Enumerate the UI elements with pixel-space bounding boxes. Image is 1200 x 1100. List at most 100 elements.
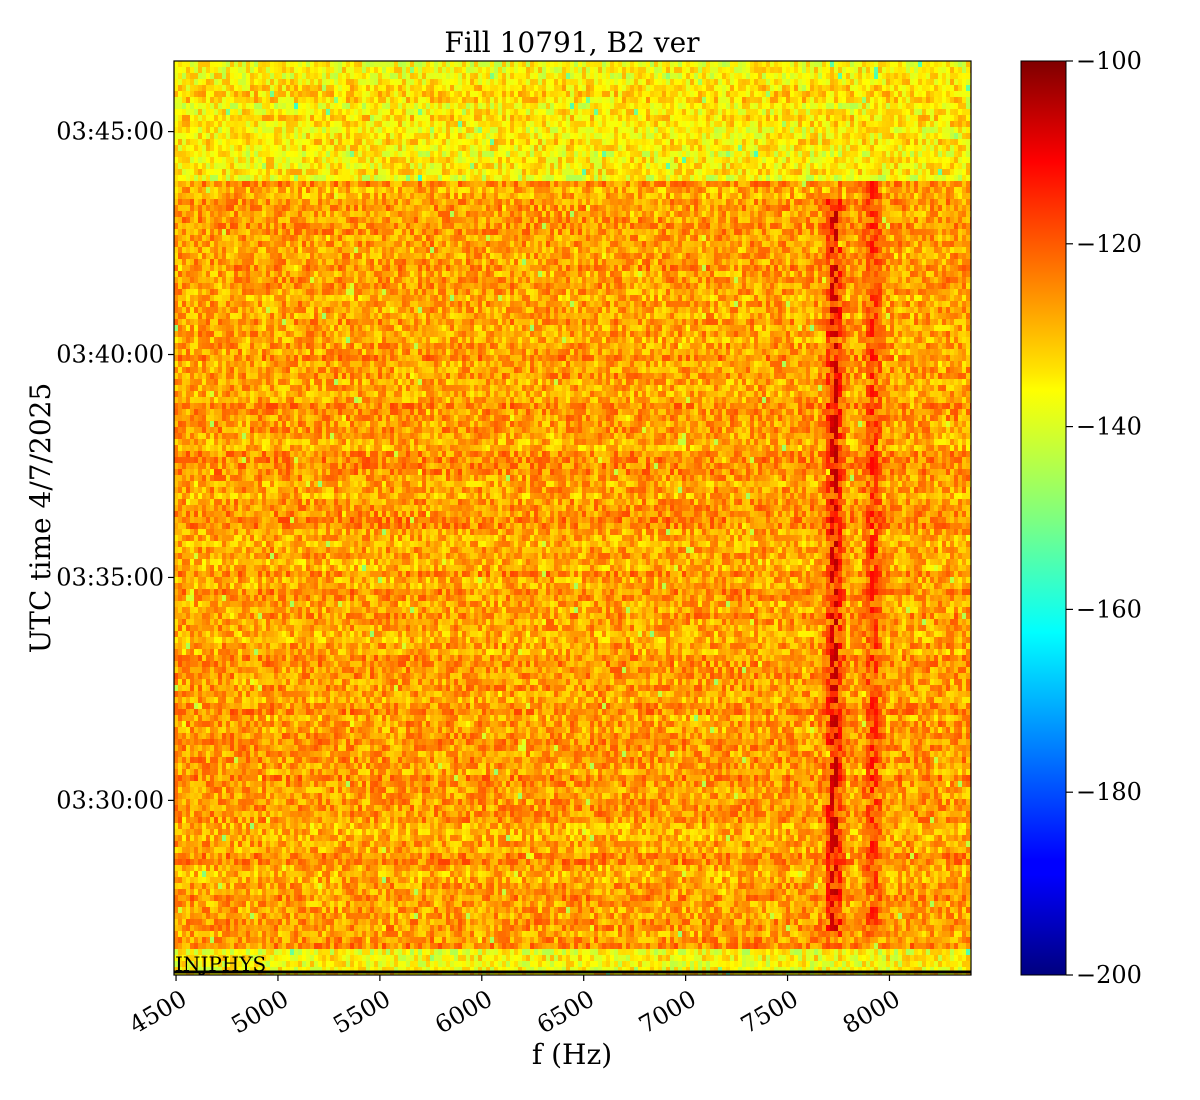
heatmap-cell bbox=[246, 73, 250, 79]
heatmap-cell bbox=[602, 205, 606, 211]
heatmap-cell bbox=[298, 127, 302, 133]
heatmap-cell bbox=[906, 187, 910, 193]
heatmap-cell bbox=[810, 175, 814, 181]
heatmap-cell bbox=[626, 187, 630, 193]
heatmap-cell bbox=[698, 199, 702, 205]
heatmap-cell bbox=[206, 103, 210, 109]
heatmap-cell bbox=[934, 67, 938, 73]
heatmap-cell bbox=[682, 175, 686, 181]
heatmap-cell bbox=[386, 175, 390, 181]
heatmap-cell bbox=[378, 133, 382, 139]
heatmap-cell bbox=[382, 109, 386, 115]
heatmap-cell bbox=[522, 151, 526, 157]
heatmap-cell bbox=[526, 139, 530, 145]
heatmap-cell bbox=[666, 67, 670, 73]
heatmap-cell bbox=[826, 187, 830, 193]
heatmap-cell bbox=[182, 175, 186, 181]
heatmap-cell bbox=[266, 91, 270, 97]
heatmap-cell bbox=[190, 199, 194, 205]
heatmap-cell bbox=[534, 133, 538, 139]
heatmap-cell bbox=[790, 67, 794, 73]
heatmap-cell bbox=[818, 175, 822, 181]
heatmap-cell bbox=[746, 79, 750, 85]
heatmap-cell bbox=[274, 67, 278, 73]
heatmap-cell bbox=[330, 121, 334, 127]
heatmap-cell bbox=[470, 163, 474, 169]
heatmap-cell bbox=[658, 85, 662, 91]
heatmap-cell bbox=[482, 169, 486, 175]
heatmap-cell bbox=[830, 97, 834, 103]
heatmap-cell bbox=[742, 79, 746, 85]
heatmap-cell bbox=[910, 103, 914, 109]
heatmap-cell bbox=[214, 145, 218, 151]
heatmap-cell bbox=[418, 145, 422, 151]
heatmap-cell bbox=[858, 115, 862, 121]
heatmap-cell bbox=[178, 85, 182, 91]
heatmap-cell bbox=[262, 139, 266, 145]
heatmap-cell bbox=[606, 133, 610, 139]
heatmap-cell bbox=[358, 169, 362, 175]
heatmap-cell bbox=[746, 85, 750, 91]
heatmap-cell bbox=[738, 67, 742, 73]
heatmap-cell bbox=[754, 181, 758, 187]
heatmap-cell bbox=[886, 187, 890, 193]
heatmap-cell bbox=[374, 127, 378, 133]
heatmap-cell bbox=[802, 109, 806, 115]
heatmap-cell bbox=[678, 115, 682, 121]
heatmap-cell bbox=[614, 115, 618, 121]
heatmap-cell bbox=[746, 115, 750, 121]
heatmap-cell bbox=[902, 97, 906, 103]
heatmap-cell bbox=[634, 109, 638, 115]
heatmap-cell bbox=[514, 157, 518, 163]
heatmap-cell bbox=[806, 115, 810, 121]
heatmap-cell bbox=[570, 85, 574, 91]
heatmap-cell bbox=[770, 199, 774, 205]
heatmap-cell bbox=[442, 139, 446, 145]
heatmap-cell bbox=[490, 151, 494, 157]
heatmap-cell bbox=[882, 85, 886, 91]
heatmap-cell bbox=[934, 199, 938, 205]
heatmap-cell bbox=[242, 133, 246, 139]
heatmap-cell bbox=[722, 91, 726, 97]
heatmap-cell bbox=[702, 139, 706, 145]
heatmap-cell bbox=[366, 169, 370, 175]
heatmap-cell bbox=[938, 193, 942, 199]
heatmap-cell bbox=[546, 79, 550, 85]
heatmap-cell bbox=[450, 79, 454, 85]
heatmap-cell bbox=[386, 181, 390, 187]
heatmap-cell bbox=[250, 127, 254, 133]
heatmap-cell bbox=[706, 103, 710, 109]
heatmap-cell bbox=[838, 91, 842, 97]
heatmap-cell bbox=[666, 61, 670, 67]
heatmap-cell bbox=[266, 133, 270, 139]
heatmap-cell bbox=[910, 193, 914, 199]
heatmap-cell bbox=[422, 205, 426, 211]
heatmap-cell bbox=[830, 193, 834, 199]
heatmap-cell bbox=[566, 61, 570, 67]
heatmap-cell bbox=[718, 73, 722, 79]
heatmap-cell bbox=[350, 169, 354, 175]
heatmap-cell bbox=[878, 121, 882, 127]
heatmap-cell bbox=[714, 169, 718, 175]
heatmap-cell bbox=[182, 91, 186, 97]
heatmap-cell bbox=[338, 61, 342, 67]
heatmap-cell bbox=[862, 61, 866, 67]
heatmap-cell bbox=[538, 205, 542, 211]
heatmap-cell bbox=[202, 67, 206, 73]
heatmap-cell bbox=[658, 91, 662, 97]
heatmap-cell bbox=[510, 67, 514, 73]
heatmap-cell bbox=[654, 145, 658, 151]
heatmap-cell bbox=[758, 91, 762, 97]
heatmap-cell bbox=[734, 79, 738, 85]
heatmap-cell bbox=[646, 145, 650, 151]
heatmap-cell bbox=[310, 157, 314, 163]
heatmap-cell bbox=[462, 115, 466, 121]
heatmap-cell bbox=[202, 157, 206, 163]
heatmap-cell bbox=[462, 157, 466, 163]
heatmap-cell bbox=[534, 193, 538, 199]
heatmap-cell bbox=[434, 151, 438, 157]
heatmap-cell bbox=[790, 97, 794, 103]
heatmap-cell bbox=[402, 205, 406, 211]
heatmap-cell bbox=[938, 145, 942, 151]
heatmap-cell bbox=[918, 121, 922, 127]
